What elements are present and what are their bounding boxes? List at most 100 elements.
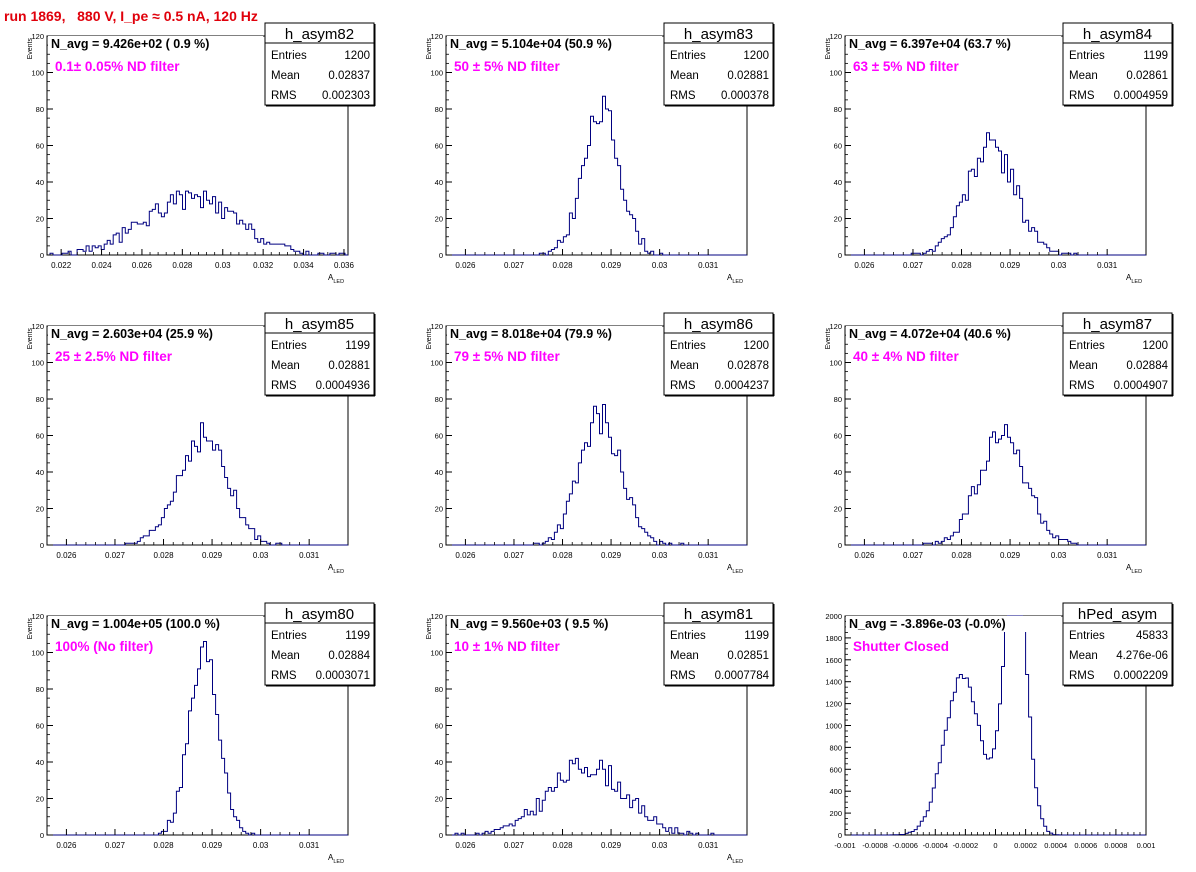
x-tick-label: -0.0004 — [923, 841, 948, 850]
x-axis-title-sub: LED — [333, 569, 344, 575]
histogram-name: h_asym86 — [684, 316, 753, 333]
y-axis-title: Events — [27, 618, 34, 640]
y-tick-label: 80 — [36, 395, 44, 404]
stats-value: 0.0004936 — [316, 380, 370, 392]
navg-label: N_avg = 4.072e+04 (40.6 %) — [849, 327, 1011, 341]
stats-key: RMS — [1069, 90, 1095, 102]
y-axis-title: Events — [426, 328, 433, 350]
stats-key: Mean — [271, 360, 300, 372]
filter-annotation: 10 ± 1% ND filter — [454, 639, 560, 654]
histogram-name: h_asym83 — [684, 26, 753, 43]
histogram-panel: 0.026 0.027 0.028 0.029 0.03 0.031 0 20 40 60 80 10… — [426, 602, 775, 865]
x-tick-label: 0.027 — [504, 841, 525, 850]
x-tick-label: 0.031 — [1097, 261, 1118, 270]
x-tick-label: 0.03 — [253, 841, 269, 850]
histogram-name: h_asym87 — [1083, 316, 1152, 333]
stats-key: Entries — [271, 50, 307, 62]
x-tick-label: 0.029 — [202, 551, 223, 560]
y-tick-label: 800 — [829, 743, 842, 752]
x-axis-title-sub: LED — [1131, 279, 1142, 285]
stats-value: 0.000378 — [721, 90, 769, 102]
navg-label: N_avg = 2.603e+04 (25.9 %) — [51, 327, 213, 341]
filter-annotation: Shutter Closed — [853, 639, 949, 654]
histogram-panel: 0.022 0.024 0.026 0.028 0.03 0.032 0.034 0.036 0… — [27, 22, 376, 285]
x-axis-title: ALED — [328, 853, 344, 865]
navg-bg — [48, 616, 263, 632]
stats-key: Mean — [1069, 360, 1098, 372]
x-tick-label: 0.031 — [698, 261, 719, 270]
navg-label: N_avg = 9.426e+02 ( 0.9 %) — [51, 37, 209, 51]
navg-label: N_avg = 1.004e+05 (100.0 %) — [51, 617, 220, 631]
x-tick-label: 0.024 — [92, 261, 113, 270]
y-tick-label: 20 — [834, 505, 842, 514]
y-tick-label: 120 — [31, 322, 44, 331]
x-tick-label: 0.028 — [952, 261, 973, 270]
navg-bg — [846, 326, 1061, 342]
histogram-name: h_asym84 — [1083, 26, 1152, 43]
y-axis-title: Events — [27, 328, 34, 350]
y-tick-label: 80 — [435, 685, 443, 694]
x-axis-title-main: A — [727, 273, 733, 282]
stats-key: Mean — [1069, 70, 1098, 82]
histogram-name: h_asym81 — [684, 606, 753, 623]
x-axis-title-sub: LED — [732, 569, 743, 575]
filter-annotation: 25 ± 2.5% ND filter — [55, 349, 173, 364]
x-tick-label: -0.0006 — [892, 841, 917, 850]
stats-key: Entries — [271, 630, 307, 642]
x-tick-label: 0.031 — [299, 551, 320, 560]
stats-value: 45833 — [1136, 630, 1168, 642]
y-tick-label: 200 — [829, 809, 842, 818]
filter-annotation: 63 ± 5% ND filter — [853, 59, 959, 74]
y-tick-label: 60 — [36, 142, 44, 151]
x-tick-label: 0.029 — [1000, 261, 1021, 270]
y-tick-label: 0 — [40, 541, 44, 550]
stats-value: 0.02851 — [727, 650, 769, 662]
x-tick-label: 0.03 — [253, 551, 269, 560]
y-tick-label: 120 — [31, 612, 44, 621]
x-tick-label: 0.026 — [56, 841, 77, 850]
filter-annotation: 100% (No filter) — [55, 639, 153, 654]
y-tick-label: 100 — [829, 69, 842, 78]
x-tick-label: -0.0002 — [953, 841, 978, 850]
x-tick-label: 0.026 — [132, 261, 153, 270]
x-axis-title: ALED — [328, 273, 344, 285]
histogram-panel: -0.001 -0.0008 -0.0006 -0.0004 -0.0002 0 0.000… — [825, 602, 1174, 850]
stats-value: 1199 — [345, 630, 370, 642]
y-tick-label: 0 — [439, 831, 443, 840]
y-tick-label: 100 — [430, 649, 443, 658]
stats-key: Entries — [670, 50, 706, 62]
navg-bg — [846, 36, 1061, 52]
stats-value: 0.02881 — [727, 70, 769, 82]
x-axis-title-sub: LED — [333, 279, 344, 285]
x-tick-label: 0.026 — [854, 551, 875, 560]
x-tick-label: 0.032 — [253, 261, 274, 270]
histogram-name: hPed_asym — [1078, 606, 1157, 623]
y-tick-label: 20 — [435, 215, 443, 224]
stats-value: 0.02837 — [328, 70, 370, 82]
y-tick-label: 600 — [829, 765, 842, 774]
x-tick-label: 0.028 — [172, 261, 193, 270]
y-tick-label: 100 — [31, 359, 44, 368]
y-tick-label: 80 — [834, 395, 842, 404]
x-axis-title-main: A — [1126, 563, 1132, 572]
y-tick-label: 400 — [829, 787, 842, 796]
x-tick-label: 0.0004 — [1044, 841, 1067, 850]
x-tick-label: -0.001 — [834, 841, 855, 850]
x-axis-title-main: A — [328, 563, 334, 572]
stats-value: 0.0004237 — [715, 380, 769, 392]
y-tick-label: 40 — [435, 178, 443, 187]
x-axis-title: ALED — [1126, 563, 1142, 575]
y-tick-label: 120 — [829, 32, 842, 41]
x-axis-title-main: A — [727, 563, 733, 572]
y-tick-label: 0 — [439, 251, 443, 260]
x-axis-title: ALED — [727, 273, 743, 285]
navg-bg — [447, 616, 662, 632]
y-tick-label: 0 — [838, 541, 842, 550]
navg-label: N_avg = 6.397e+04 (63.7 %) — [849, 37, 1011, 51]
x-tick-label: 0.027 — [903, 551, 924, 560]
y-tick-label: 1600 — [825, 656, 842, 665]
stats-value: 1200 — [344, 50, 370, 62]
filter-annotation: 0.1± 0.05% ND filter — [55, 59, 180, 74]
y-tick-label: 0 — [40, 831, 44, 840]
